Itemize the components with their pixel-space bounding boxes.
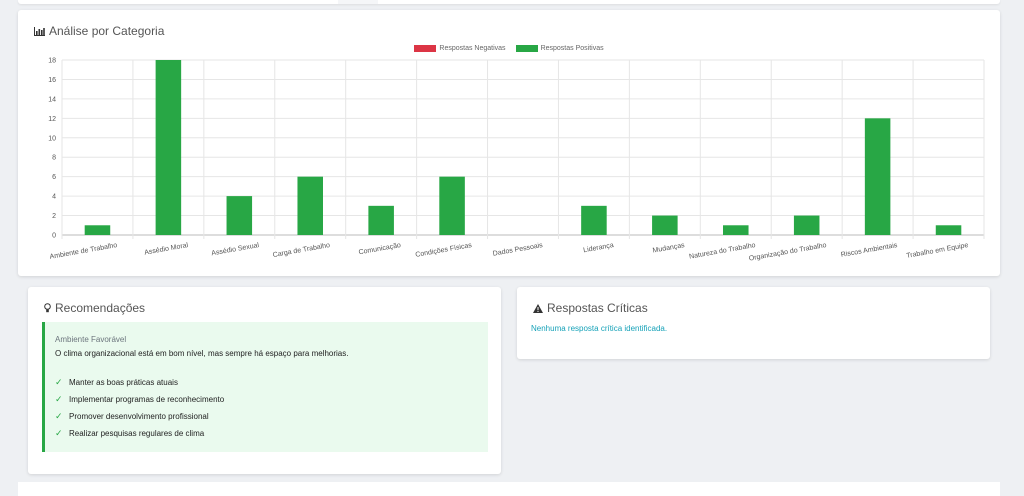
x-tick-label: Condições Físicas	[415, 242, 473, 259]
x-tick-label: Carga de Trabalho	[272, 242, 330, 259]
bar-positive	[84, 225, 111, 235]
bar-positive	[864, 118, 891, 235]
x-tick-label: Natureza do Trabalho	[689, 242, 757, 261]
warning-icon	[533, 303, 543, 313]
bar-positive	[723, 225, 749, 235]
top-card-tab	[338, 0, 378, 4]
x-tick-label: Liderança	[583, 242, 615, 254]
recommendation-item-text: Realizar pesquisas regulares de clima	[69, 429, 205, 438]
x-tick-label: Comunicação	[358, 242, 401, 256]
y-tick-label: 8	[52, 155, 56, 162]
recommendation-item-text: Implementar programas de reconhecimento	[69, 395, 225, 404]
recommendation-item: ✓ Manter as boas práticas atuais	[55, 374, 224, 391]
recommendation-item-text: Manter as boas práticas atuais	[69, 378, 178, 387]
recommendations-card: Recomendações Ambiente Favorável O clima…	[28, 287, 501, 474]
critical-responses-card: Respostas Críticas Nenhuma resposta crít…	[517, 287, 990, 359]
y-tick-label: 14	[48, 96, 56, 103]
recommendation-item: ✓ Promover desenvolvimento profissional	[55, 408, 224, 425]
bar-chart-icon	[34, 26, 45, 36]
category-analysis-card: Análise por Categoria Respostas Negativa…	[18, 10, 1000, 276]
legend-item-positive[interactable]: Respostas Positivas	[515, 45, 604, 52]
check-icon: ✓	[55, 377, 63, 387]
legend-label-negative: Respostas Negativas	[439, 45, 506, 52]
legend-label-positive: Respostas Positivas	[540, 45, 604, 52]
bar-positive	[935, 225, 962, 235]
x-tick-label: Mudanças	[652, 242, 686, 255]
x-tick-label: Trabalho em Equipe	[906, 242, 969, 260]
chart-legend: Respostas Negativas Respostas Positivas	[18, 45, 1000, 52]
bar-positive	[155, 60, 182, 235]
recommendations-title-text: Recomendações	[55, 301, 146, 315]
x-tick-label: Assédio Moral	[144, 242, 189, 257]
bar-positive	[297, 176, 323, 235]
x-tick-label: Organização do Trabalho	[748, 242, 827, 263]
check-icon: ✓	[55, 428, 63, 438]
bar-chart: 0 2 4 6 8 10 12 14 16 18 Ambiente de Trabalho Asséd…	[48, 58, 985, 263]
x-tick-label: Assédio Sexual	[211, 242, 260, 257]
recommendation-subtitle: Ambiente Favorável	[55, 335, 127, 344]
check-icon: ✓	[55, 411, 63, 421]
lightbulb-icon	[44, 303, 51, 313]
recommendation-item: ✓ Realizar pesquisas regulares de clima	[55, 425, 224, 442]
legend-swatch-negative	[414, 45, 437, 52]
y-tick-label: 18	[48, 58, 56, 65]
bar-positive	[581, 205, 607, 235]
x-tick-label: Dados Pessoais	[492, 242, 544, 258]
y-tick-label: 6	[52, 174, 56, 181]
recommendation-item: ✓ Implementar programas de reconhecimento	[55, 391, 224, 408]
y-tick-label: 10	[48, 135, 56, 142]
legend-item-negative[interactable]: Respostas Negativas	[414, 45, 506, 52]
legend-swatch-positive	[515, 45, 538, 52]
bar-positive	[652, 215, 678, 235]
chart-title-text: Análise por Categoria	[49, 24, 165, 38]
y-tick-label: 2	[52, 213, 56, 220]
y-tick-label: 12	[48, 116, 56, 123]
critical-title-text: Respostas Críticas	[547, 301, 648, 315]
bottom-card-edge	[18, 482, 1000, 496]
y-tick-label: 4	[52, 194, 56, 201]
chart-card-title: Análise por Categoria	[34, 24, 164, 38]
x-tick-label: Ambiente de Trabalho	[49, 242, 118, 261]
recommendation-message: O clima organizacional está em bom nível…	[55, 349, 349, 358]
bar-positive	[793, 215, 820, 235]
critical-message: Nenhuma resposta crítica identificada.	[531, 324, 668, 333]
bar-positive	[368, 205, 394, 235]
bar-positive	[226, 196, 253, 235]
recommendations-title: Recomendações	[44, 301, 145, 315]
check-icon: ✓	[55, 394, 63, 404]
y-tick-label: 0	[52, 233, 56, 240]
x-tick-label: Riscos Ambientais	[840, 242, 898, 259]
bar-positive	[439, 176, 465, 235]
recommendation-alert: Ambiente Favorável O clima organizaciona…	[42, 322, 488, 452]
y-tick-label: 16	[48, 77, 56, 84]
recommendation-item-text: Promover desenvolvimento profissional	[69, 412, 209, 421]
recommendation-list: ✓ Manter as boas práticas atuais ✓ Impleme…	[55, 374, 224, 442]
critical-title: Respostas Críticas	[533, 301, 648, 315]
top-card-edge	[18, 0, 1000, 4]
